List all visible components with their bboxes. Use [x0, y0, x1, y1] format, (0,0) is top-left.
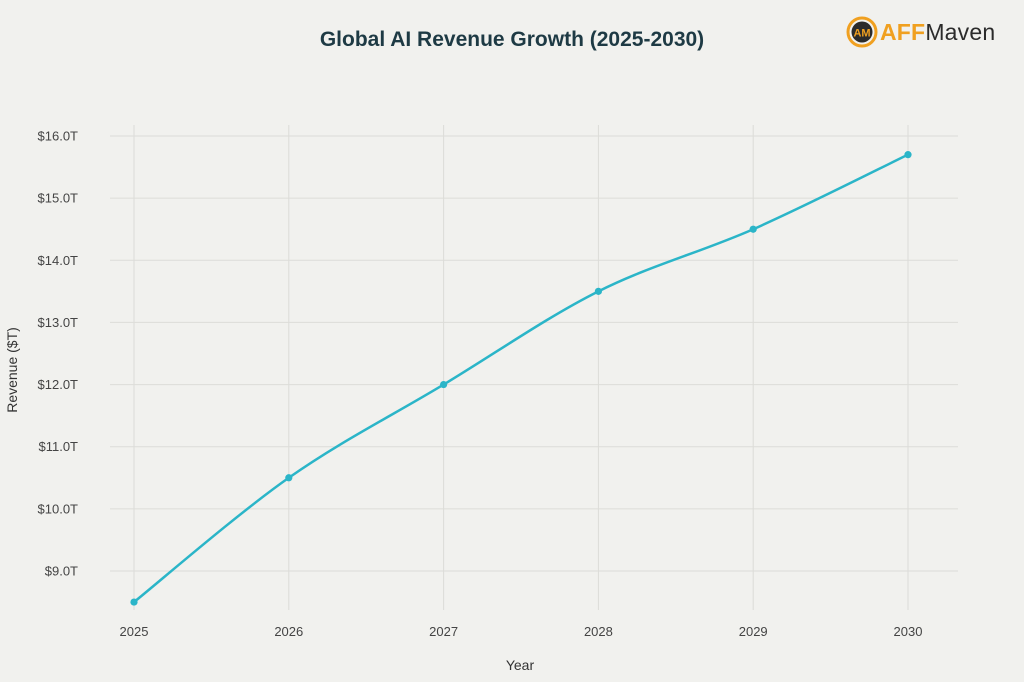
- data-point: [130, 598, 138, 606]
- x-tick-label: 2030: [894, 624, 923, 639]
- y-tick-labels: $9.0T $10.0T $11.0T $12.0T $13.0T $14.0T $15.0…: [38, 129, 79, 579]
- x-tick-label: 2026: [274, 624, 303, 639]
- series-line: [133, 153, 909, 604]
- x-axis-label: Year: [506, 657, 535, 673]
- y-tick-label: $13.0T: [38, 315, 79, 330]
- data-point: [285, 474, 293, 482]
- logo-aff-text: AFF: [880, 18, 926, 45]
- data-point: [440, 380, 448, 389]
- y-tick-label: $11.0T: [38, 439, 78, 454]
- logo-mark-text: AM: [853, 28, 870, 40]
- data-points: [130, 151, 912, 606]
- x-tick-label: 2027: [429, 624, 458, 639]
- y-tick-label: $12.0T: [38, 377, 79, 392]
- logo-maven-text: Maven: [925, 18, 996, 45]
- affmaven-logo-icon: AM: [846, 16, 878, 48]
- y-tick-label: $16.0T: [38, 129, 79, 144]
- data-point: [594, 287, 603, 295]
- x-tick-label: 2025: [120, 624, 149, 639]
- y-tick-label: $9.0T: [45, 564, 78, 579]
- y-tick-label: $14.0T: [38, 253, 79, 268]
- data-point: [749, 225, 757, 233]
- grid-lines: [110, 125, 958, 610]
- x-tick-label: 2028: [584, 624, 613, 639]
- y-tick-label: $15.0T: [38, 191, 79, 206]
- y-axis-label: Revenue ($T): [4, 327, 20, 413]
- x-tick-label: 2029: [739, 624, 768, 639]
- y-tick-label: $10.0T: [38, 501, 79, 516]
- affmaven-logo: AM AFFMaven: [846, 15, 995, 49]
- data-point: [904, 151, 912, 159]
- chart-title: Global AI Revenue Growth (2025-2030): [319, 28, 705, 51]
- x-tick-labels: 2025 2026 2027 2028 2029 2030: [120, 624, 923, 639]
